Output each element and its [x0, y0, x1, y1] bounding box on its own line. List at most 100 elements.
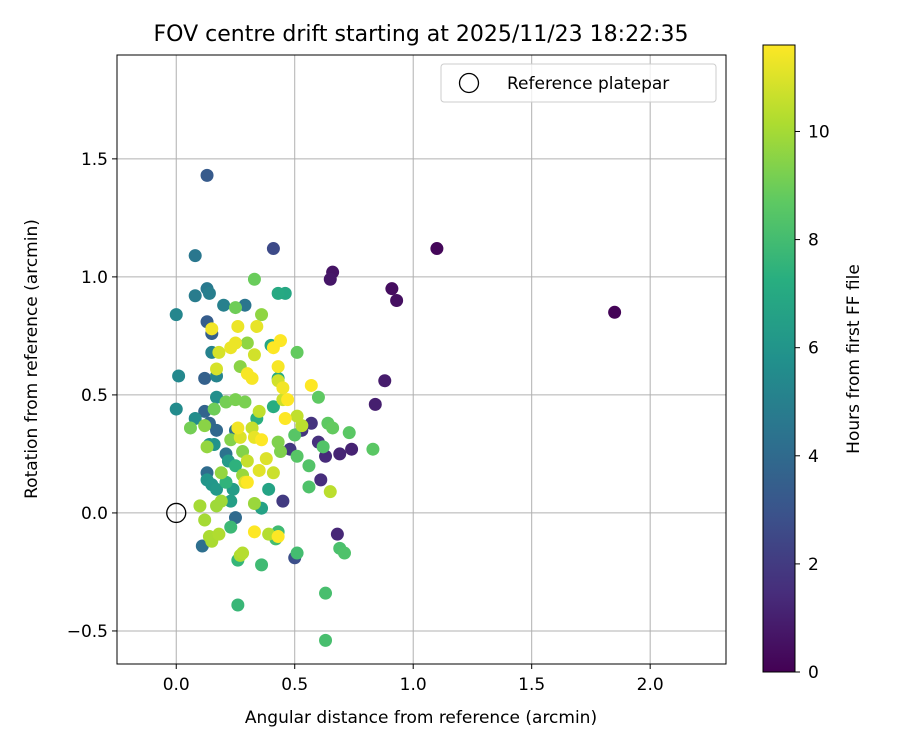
legend-circle-icon [458, 72, 480, 94]
data-point [288, 428, 302, 442]
colorbar-tick-label: 0 [808, 663, 819, 683]
data-point [247, 496, 261, 510]
data-point [198, 513, 212, 527]
data-point [231, 598, 245, 612]
x-axis-label: Angular distance from reference (arcmin) [245, 708, 597, 728]
y-axis-label: Rotation from reference (arcmin) [22, 219, 42, 499]
data-point [236, 546, 250, 560]
data-point [214, 466, 228, 480]
data-point [224, 341, 238, 355]
data-point [271, 530, 285, 544]
data-point [342, 426, 356, 440]
y-tick-label: −0.5 [67, 622, 108, 642]
data-point [252, 404, 266, 418]
data-points [169, 168, 622, 647]
data-point [202, 286, 216, 300]
data-point [430, 242, 444, 256]
data-point [302, 480, 316, 494]
data-point [224, 520, 238, 534]
data-point [290, 409, 304, 423]
data-point [368, 397, 382, 411]
plot-area [117, 55, 726, 664]
data-point [188, 289, 202, 303]
data-point [198, 419, 212, 433]
y-axis-ticks: −0.5 0.0 0.5 1.0 1.5 [67, 150, 117, 642]
y-tick-label: 0.5 [81, 386, 108, 406]
data-point [366, 442, 380, 456]
data-point [271, 286, 285, 300]
grid [117, 55, 726, 664]
colorbar-ticks: 0 2 4 6 8 10 [795, 122, 830, 683]
data-point [276, 494, 290, 508]
data-point [247, 348, 261, 362]
data-point [262, 482, 276, 496]
colorbar-label: Hours from first FF file [844, 264, 864, 454]
data-point [210, 362, 224, 376]
x-axis-ticks: 0.0 0.5 1.0 1.5 2.0 [163, 664, 664, 695]
y-tick-label: 1.5 [81, 150, 108, 170]
data-point [323, 272, 337, 286]
data-point [314, 473, 328, 487]
data-point [247, 272, 261, 286]
data-point [255, 308, 269, 322]
reference-marker-group [166, 502, 187, 524]
data-point [207, 402, 221, 416]
data-point [228, 459, 242, 473]
data-point [247, 525, 261, 539]
data-point [205, 322, 219, 336]
legend-box [440, 63, 717, 103]
colorbar-tick-label: 6 [808, 339, 819, 359]
data-point [316, 440, 330, 454]
data-point [231, 319, 245, 333]
data-point [228, 301, 242, 315]
data-point [385, 282, 399, 296]
data-point [302, 459, 316, 473]
data-point [266, 466, 280, 480]
data-point [323, 485, 337, 499]
data-point [212, 345, 226, 359]
data-point [278, 412, 292, 426]
colorbar: 0 2 4 6 8 10 Hours from first FF file [762, 44, 864, 683]
colorbar-tick-label: 8 [808, 231, 819, 251]
data-point [326, 421, 340, 435]
data-point [290, 345, 304, 359]
data-point [240, 475, 254, 489]
colorbar-gradient [762, 44, 796, 673]
x-tick-label: 2.0 [637, 675, 664, 695]
data-point [266, 400, 280, 414]
data-point [212, 527, 226, 541]
data-point [183, 421, 197, 435]
data-point [290, 546, 304, 560]
reference-platepar-marker [166, 502, 187, 524]
data-point [188, 249, 202, 263]
data-point [333, 447, 347, 461]
data-point [319, 586, 333, 600]
data-point [255, 433, 269, 447]
data-point [252, 463, 266, 477]
data-point [217, 298, 231, 312]
colorbar-tick-label: 10 [808, 122, 830, 142]
data-point [281, 393, 295, 407]
data-point [200, 440, 214, 454]
data-point [210, 482, 224, 496]
data-point [245, 371, 259, 385]
data-point [198, 371, 212, 385]
data-point [172, 369, 186, 383]
data-point [266, 341, 280, 355]
colorbar-tick-label: 2 [808, 555, 819, 575]
y-tick-label: 1.0 [81, 268, 108, 288]
chart-title: FOV centre drift starting at 2025/11/23 … [154, 22, 689, 47]
data-point [608, 305, 622, 319]
data-point [276, 381, 290, 395]
x-tick-label: 0.0 [163, 675, 190, 695]
data-point [238, 395, 252, 409]
x-tick-label: 1.0 [400, 675, 427, 695]
data-point [200, 168, 214, 182]
data-point [240, 454, 254, 468]
data-point [345, 442, 359, 456]
data-point [274, 445, 288, 459]
data-point [378, 374, 392, 388]
data-point [311, 390, 325, 404]
data-point [255, 558, 269, 572]
